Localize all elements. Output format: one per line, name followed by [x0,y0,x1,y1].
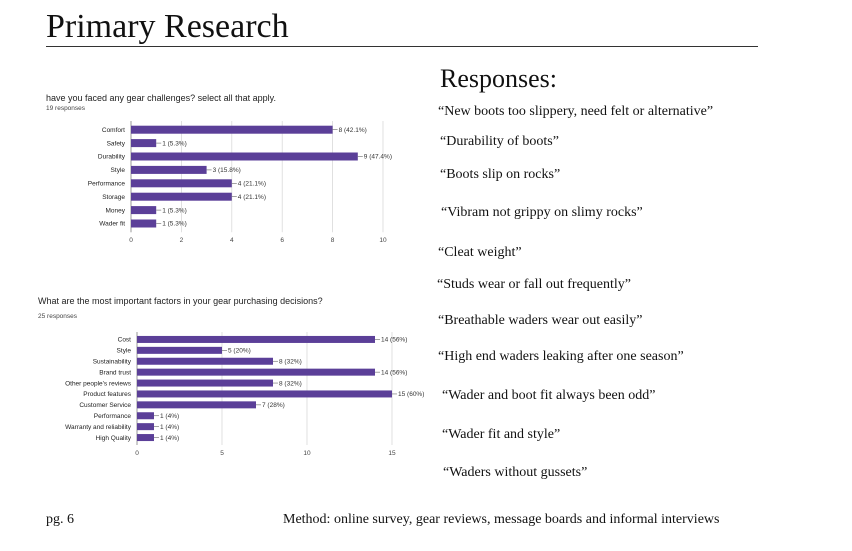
bar [137,401,256,409]
bar [137,335,375,343]
category-label: Customer Service [79,402,131,409]
x-tick-label: 15 [388,450,396,457]
data-label: 5 (20%) [228,348,251,355]
category-label: Style [117,348,132,355]
response-quote: “Durability of boots” [440,134,559,149]
data-label: 3 (15.8%) [213,167,241,174]
response-quote: “Studs wear or fall out frequently” [437,277,631,292]
category-label: Performance [88,181,126,188]
chart-plot-purchase-factors: 0 5 10 15 Cost 14 (56%) Style 5 (20%) Sustainabi… [65,332,424,457]
bar [131,192,232,201]
response-quote: “Waders without gussets” [443,465,588,480]
x-tick-label: 5 [220,450,224,457]
bar [131,152,358,161]
bar [131,139,157,148]
data-label: 1 (4%) [160,413,179,420]
data-label: 7 (28%) [262,402,285,409]
chart-title: What are the most important factors in y… [38,296,323,306]
data-label: 1 (5.3%) [162,221,187,228]
data-label: 14 (56%) [381,369,407,376]
response-quote: “Boots slip on rocks” [440,167,561,182]
data-label: 9 (47.4%) [364,154,392,161]
category-label: High Quality [96,435,132,442]
data-label: 1 (4%) [160,435,179,442]
chart-response-count: 19 responses [46,105,86,112]
data-label: 8 (42.1%) [339,127,367,134]
bar [131,165,207,174]
x-tick-label: 0 [129,237,133,244]
bar [137,346,222,354]
data-label: 14 (56%) [381,337,407,344]
category-label: Storage [102,194,125,201]
chart-purchase-factors: What are the most important factors in y… [38,296,438,466]
category-label: Style [111,167,126,174]
x-tick-label: 4 [230,237,234,244]
x-tick-label: 0 [135,450,139,457]
data-label: 15 (60%) [398,391,424,398]
x-tick-label: 10 [303,450,311,457]
category-label: Durability [98,154,126,161]
x-tick-label: 8 [331,237,335,244]
bar [137,379,273,387]
page-title: Primary Research [46,8,289,45]
bar [137,423,154,431]
response-quote: “Wader and boot fit always been odd” [442,388,656,403]
data-label: 8 (32%) [279,380,302,387]
category-label: Product features [83,391,131,398]
chart-gear-challenges: have you faced any gear challenges? sele… [46,93,416,253]
x-tick-label: 10 [379,237,387,244]
bar [137,368,375,376]
responses-heading: Responses: [440,64,557,93]
bar [131,219,157,228]
x-tick-label: 2 [180,237,184,244]
bar [137,412,154,420]
bar [131,125,333,134]
category-label: Warranty and reliability [65,424,132,431]
response-quote: “Cleat weight” [438,245,522,260]
page-number: pg. 6 [46,512,74,527]
response-quote: “High end waders leaking after one seaso… [438,349,684,364]
category-label: Money [105,207,125,214]
response-quote: “Breathable waders wear out easily” [438,313,643,328]
category-label: Performance [94,413,132,420]
chart-response-count: 25 responses [38,313,78,320]
response-quote: “Vibram not grippy on slimy rocks” [441,205,643,220]
category-label: Wader fit [99,221,125,228]
bar [137,434,154,442]
x-tick-label: 6 [280,237,284,244]
data-label: 4 (21.1%) [238,181,266,188]
bar [137,390,392,398]
bar [131,206,157,215]
title-divider [46,46,758,47]
category-label: Brand trust [99,369,131,376]
category-label: Other people's reviews [65,380,132,387]
category-label: Comfort [102,127,125,134]
response-quote: “New boots too slippery, need felt or al… [438,104,714,119]
data-label: 1 (5.3%) [162,207,187,214]
category-label: Sustainability [93,358,132,365]
method-note: Method: online survey, gear reviews, mes… [283,512,720,527]
response-quote: “Wader fit and style” [442,427,561,442]
bar [137,357,273,365]
category-label: Safety [107,140,126,147]
data-label: 1 (4%) [160,424,179,431]
category-label: Cost [118,337,132,344]
data-label: 8 (32%) [279,358,302,365]
bar [131,179,232,188]
chart-plot-gear-challenges: 0 2 4 6 8 10 Comfort 8 (42.1%) Safety 1 (5.3%) Dur… [88,121,392,244]
chart-title: have you faced any gear challenges? sele… [46,93,276,103]
data-label: 4 (21.1%) [238,194,266,201]
data-label: 1 (5.3%) [162,140,187,147]
